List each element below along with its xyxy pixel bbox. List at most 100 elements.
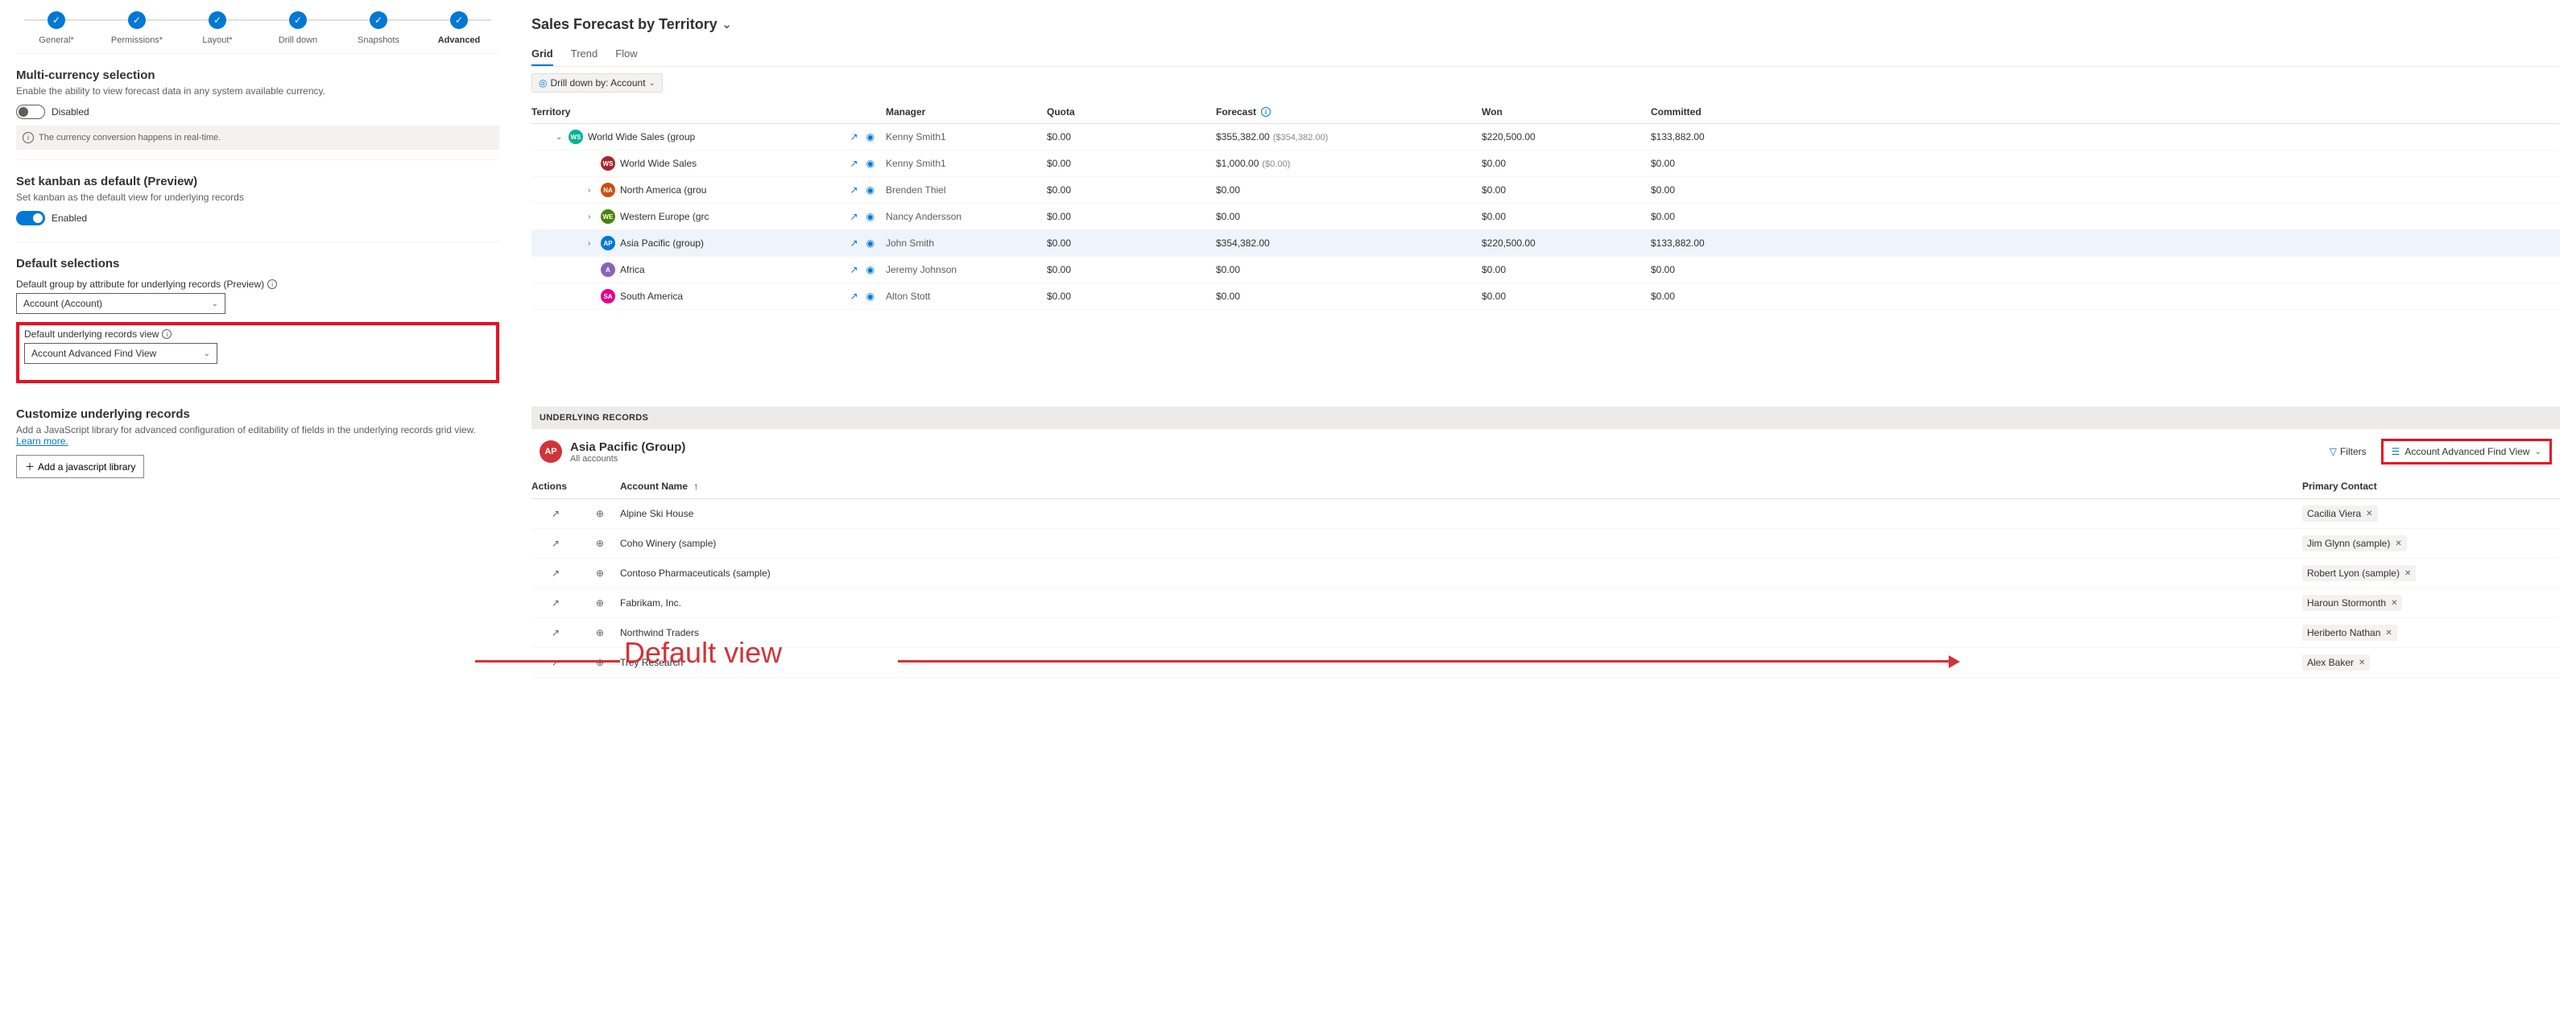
contact-chip[interactable]: Haroun Stormonth✕: [2302, 595, 2402, 611]
contact-chip[interactable]: Heriberto Nathan✕: [2302, 625, 2397, 641]
info-icon[interactable]: i: [162, 329, 172, 339]
add-record-icon[interactable]: ⊕: [580, 508, 620, 519]
open-record-icon[interactable]: ↗: [531, 597, 580, 609]
col-primary-contact[interactable]: Primary Contact: [2302, 481, 2560, 492]
territory-badge: NA: [601, 183, 615, 197]
territory-name: World Wide Sales (group: [588, 131, 695, 142]
stepper-step[interactable]: ✓Layout*: [177, 11, 258, 45]
remove-chip-icon[interactable]: ✕: [2359, 658, 2365, 667]
grid-row[interactable]: › NA North America (grou ↗ ◉ Brenden Thi…: [531, 177, 2560, 204]
record-row[interactable]: ↗ ⊕ Northwind Traders Heriberto Nathan✕: [531, 618, 2560, 648]
add-record-icon[interactable]: ⊕: [580, 538, 620, 549]
tab-grid[interactable]: Grid: [531, 43, 553, 66]
open-icon[interactable]: ↗: [850, 237, 858, 249]
person-icon[interactable]: ◉: [866, 131, 875, 142]
record-row[interactable]: ↗ ⊕ Coho Winery (sample) Jim Glynn (samp…: [531, 529, 2560, 559]
multi-currency-toggle[interactable]: [16, 105, 45, 119]
person-icon[interactable]: ◉: [866, 158, 875, 169]
col-territory[interactable]: Territory: [531, 106, 886, 118]
info-icon: i: [23, 132, 34, 143]
col-forecast[interactable]: Forecast i: [1216, 106, 1482, 118]
person-icon[interactable]: ◉: [866, 291, 875, 302]
forecast-cell: $0.00: [1216, 264, 1482, 275]
grid-row[interactable]: SA South America ↗ ◉ Alton Stott $0.00 $…: [531, 283, 2560, 310]
remove-chip-icon[interactable]: ✕: [2391, 599, 2397, 608]
forecast-title[interactable]: Sales Forecast by Territory ⌄: [531, 0, 2560, 43]
record-row[interactable]: ↗ ⊕ Alpine Ski House Cacilia Viera✕: [531, 499, 2560, 529]
quota-cell: $0.00: [1047, 158, 1216, 169]
open-record-icon[interactable]: ↗: [531, 508, 580, 519]
open-icon[interactable]: ↗: [850, 264, 858, 275]
drill-down-chip[interactable]: ◎ Drill down by: Account ⌄: [531, 73, 663, 93]
step-label: Permissions*: [111, 35, 163, 45]
territory-name: South America: [620, 291, 683, 302]
open-record-icon[interactable]: ↗: [531, 657, 580, 668]
col-account-name[interactable]: Account Name ↑: [620, 481, 2302, 492]
grid-row[interactable]: ⌄ WS World Wide Sales (group ↗ ◉ Kenny S…: [531, 124, 2560, 151]
forecast-cell: $0.00: [1216, 184, 1482, 196]
add-record-icon[interactable]: ⊕: [580, 568, 620, 579]
stepper-step[interactable]: ✓General*: [16, 11, 97, 45]
contact-chip[interactable]: Alex Baker✕: [2302, 654, 2370, 671]
col-manager[interactable]: Manager: [886, 106, 1047, 118]
add-js-library-button[interactable]: ＋ Add a javascript library: [16, 455, 144, 478]
open-record-icon[interactable]: ↗: [531, 538, 580, 549]
view-dropdown[interactable]: ☰ Account Advanced Find View ⌄: [2385, 443, 2548, 460]
stepper-step[interactable]: ✓Snapshots: [338, 11, 419, 45]
grid-row[interactable]: WS World Wide Sales ↗ ◉ Kenny Smith1 $0.…: [531, 151, 2560, 177]
open-record-icon[interactable]: ↗: [531, 627, 580, 638]
col-won[interactable]: Won: [1482, 106, 1651, 118]
stepper-step[interactable]: ✓Advanced: [419, 11, 499, 45]
open-icon[interactable]: ↗: [850, 211, 858, 222]
section-title: Set kanban as default (Preview): [16, 175, 499, 188]
stepper-step[interactable]: ✓Drill down: [258, 11, 338, 45]
expand-icon[interactable]: ⌄: [556, 133, 564, 142]
remove-chip-icon[interactable]: ✕: [2385, 629, 2392, 638]
manager-cell: John Smith: [886, 237, 1047, 249]
stepper-step[interactable]: ✓Permissions*: [97, 11, 177, 45]
person-icon[interactable]: ◉: [866, 211, 875, 222]
open-icon[interactable]: ↗: [850, 291, 858, 302]
info-icon[interactable]: i: [1261, 107, 1271, 117]
expand-icon[interactable]: ›: [588, 239, 596, 248]
remove-chip-icon[interactable]: ✕: [2395, 539, 2401, 548]
remove-chip-icon[interactable]: ✕: [2366, 510, 2372, 518]
section-title: Customize underlying records: [16, 407, 499, 421]
committed-cell: $0.00: [1651, 158, 1780, 169]
tab-trend[interactable]: Trend: [571, 43, 597, 66]
person-icon[interactable]: ◉: [866, 237, 875, 249]
person-icon[interactable]: ◉: [866, 264, 875, 275]
won-cell: $0.00: [1482, 158, 1651, 169]
group-by-select[interactable]: Account (Account) ⌄: [16, 293, 225, 314]
contact-chip[interactable]: Cacilia Viera✕: [2302, 506, 2378, 522]
info-icon[interactable]: i: [267, 279, 277, 289]
record-row[interactable]: ↗ ⊕ Trey Research Alex Baker✕: [531, 648, 2560, 678]
check-icon: ✓: [370, 11, 387, 29]
open-icon[interactable]: ↗: [850, 184, 858, 196]
open-icon[interactable]: ↗: [850, 131, 858, 142]
grid-row[interactable]: A Africa ↗ ◉ Jeremy Johnson $0.00 $0.00 …: [531, 257, 2560, 283]
add-record-icon[interactable]: ⊕: [580, 597, 620, 609]
add-record-icon[interactable]: ⊕: [580, 657, 620, 668]
kanban-toggle[interactable]: [16, 211, 45, 225]
expand-icon[interactable]: ›: [588, 186, 596, 195]
record-row[interactable]: ↗ ⊕ Fabrikam, Inc. Haroun Stormonth✕: [531, 588, 2560, 618]
col-committed[interactable]: Committed: [1651, 106, 1780, 118]
contact-chip[interactable]: Robert Lyon (sample)✕: [2302, 565, 2416, 581]
col-quota[interactable]: Quota: [1047, 106, 1216, 118]
tab-flow[interactable]: Flow: [615, 43, 637, 66]
open-record-icon[interactable]: ↗: [531, 568, 580, 579]
open-icon[interactable]: ↗: [850, 158, 858, 169]
record-row[interactable]: ↗ ⊕ Contoso Pharmaceuticals (sample) Rob…: [531, 559, 2560, 588]
expand-icon[interactable]: ›: [588, 213, 596, 221]
person-icon[interactable]: ◉: [866, 184, 875, 196]
add-record-icon[interactable]: ⊕: [580, 627, 620, 638]
contact-chip[interactable]: Jim Glynn (sample)✕: [2302, 535, 2407, 551]
remove-chip-icon[interactable]: ✕: [2404, 569, 2411, 578]
learn-more-link[interactable]: Learn more.: [16, 436, 68, 447]
filters-button[interactable]: ▽ Filters: [2325, 443, 2371, 460]
sort-up-icon: ↑: [693, 481, 698, 492]
grid-row[interactable]: › WE Western Europe (grc ↗ ◉ Nancy Ander…: [531, 204, 2560, 230]
default-view-select[interactable]: Account Advanced Find View ⌄: [24, 343, 217, 364]
grid-row[interactable]: › AP Asia Pacific (group) ↗ ◉ John Smith…: [531, 230, 2560, 257]
